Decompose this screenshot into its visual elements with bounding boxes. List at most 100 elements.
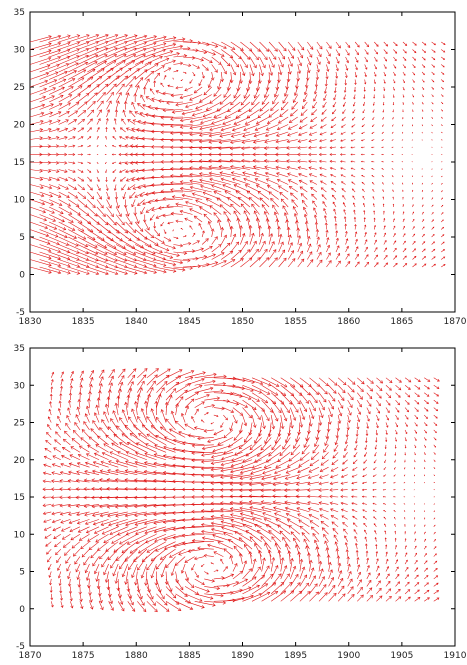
vector-arrowhead — [99, 504, 103, 509]
vector-arrowhead — [383, 468, 386, 470]
vector-arrowhead — [191, 517, 195, 521]
vector-arrowhead — [353, 216, 357, 219]
vector-arrow — [122, 563, 129, 577]
vector-arrowhead — [189, 152, 193, 157]
vector-arrowhead — [150, 129, 155, 134]
vector-arrow — [307, 481, 320, 485]
vector-arrow — [412, 56, 416, 61]
vector-arrowhead — [433, 248, 436, 251]
vector-arrow — [385, 422, 389, 428]
vector-arrowhead — [277, 524, 281, 528]
vector-arrowhead — [281, 55, 286, 60]
vector-arrow — [125, 60, 144, 73]
vector-arrow — [242, 524, 262, 535]
vector-arrow — [80, 541, 90, 550]
vector-arrow — [326, 64, 329, 72]
vector-arrowhead — [150, 70, 155, 75]
vector-arrow — [131, 408, 138, 423]
vector-arrowhead — [144, 192, 149, 197]
vector-arrow — [29, 214, 47, 221]
vector-arrow — [321, 194, 327, 200]
vector-arrowhead — [345, 238, 349, 241]
vector-arrowhead — [253, 133, 258, 138]
vector-arrow — [135, 35, 157, 43]
vector-arrow — [424, 589, 430, 595]
vector-arrowhead — [435, 553, 437, 556]
vector-arrowhead — [424, 545, 427, 548]
vector-arrowhead — [56, 423, 60, 427]
vector-arrow — [96, 236, 117, 249]
vector-arrowhead — [90, 428, 94, 432]
vector-arrowhead — [113, 179, 116, 182]
vector-arrow — [402, 240, 406, 245]
vector-arrowhead — [77, 529, 82, 533]
vector-arrowhead — [50, 597, 54, 601]
vector-arrow — [331, 116, 337, 121]
vector-arrowhead — [442, 226, 445, 229]
vector-arrow — [345, 253, 350, 260]
vector-arrowhead — [160, 82, 163, 85]
vector-arrow — [326, 547, 329, 557]
vector-arrow — [366, 572, 371, 580]
vector-arrow — [133, 548, 148, 562]
vector-arrowhead — [313, 207, 317, 211]
vector-arrow — [290, 444, 301, 455]
vector-arrowhead — [84, 413, 89, 417]
vector-arrowhead — [83, 561, 87, 566]
vector-arrow — [280, 415, 284, 429]
vector-arrowhead — [241, 158, 245, 163]
vector-arrow — [356, 564, 360, 572]
vector-arrowhead — [372, 118, 374, 120]
vector-arrowhead — [275, 152, 279, 157]
vector-arrow — [221, 49, 233, 59]
vector-arrow — [249, 501, 272, 505]
vector-arrow — [340, 146, 346, 149]
vector-arrow — [354, 239, 358, 245]
vector-arrow — [39, 79, 57, 88]
vector-arrowhead — [332, 104, 336, 108]
vector-arrow — [365, 437, 368, 443]
vector-arrow — [105, 571, 109, 583]
vector-arrow — [87, 259, 109, 268]
vector-arrowhead — [378, 580, 381, 584]
vector-arrowhead — [318, 475, 323, 479]
vector-arrowhead — [283, 93, 288, 97]
vector-arrowhead — [297, 235, 302, 239]
vector-arrow — [169, 428, 186, 438]
vector-arrowhead — [105, 434, 109, 439]
vector-arrow — [241, 146, 260, 149]
vector-arrowhead — [191, 192, 196, 196]
vector-arrow — [278, 64, 282, 75]
vector-arrowhead — [342, 104, 345, 107]
vector-arrowhead — [384, 523, 386, 526]
vector-arrowhead — [191, 473, 195, 477]
vector-arrowhead — [395, 262, 398, 266]
vector-arrowhead — [388, 595, 392, 599]
vector-arrowhead — [306, 235, 311, 240]
vector-arrowhead — [77, 399, 82, 403]
vector-arrowhead — [108, 205, 112, 209]
vector-arrowhead — [143, 504, 147, 509]
vector-arrow — [178, 431, 195, 438]
vector-arrowhead — [143, 270, 148, 275]
vector-arrowhead — [211, 184, 215, 188]
vector-arrowhead — [205, 198, 210, 202]
vector-arrow — [337, 593, 346, 602]
vector-arrowhead — [179, 118, 184, 123]
vector-arrow — [385, 552, 388, 557]
vector-arrowhead — [423, 58, 426, 61]
vector-arrowhead — [84, 521, 89, 525]
vector-arrowhead — [116, 204, 120, 209]
vector-arrowhead — [200, 120, 204, 125]
vector-arrowhead — [67, 41, 71, 46]
vector-arrowhead — [383, 217, 386, 220]
vector-arrow — [184, 578, 195, 588]
vector-arrowhead — [262, 557, 266, 561]
vector-arrow — [328, 569, 333, 580]
vector-arrowhead — [384, 461, 386, 464]
vector-arrow — [115, 251, 137, 261]
vector-arrow — [201, 56, 213, 63]
vector-arrowhead — [442, 241, 445, 244]
vector-arrow — [326, 56, 330, 64]
vector-arrowhead — [49, 401, 52, 404]
